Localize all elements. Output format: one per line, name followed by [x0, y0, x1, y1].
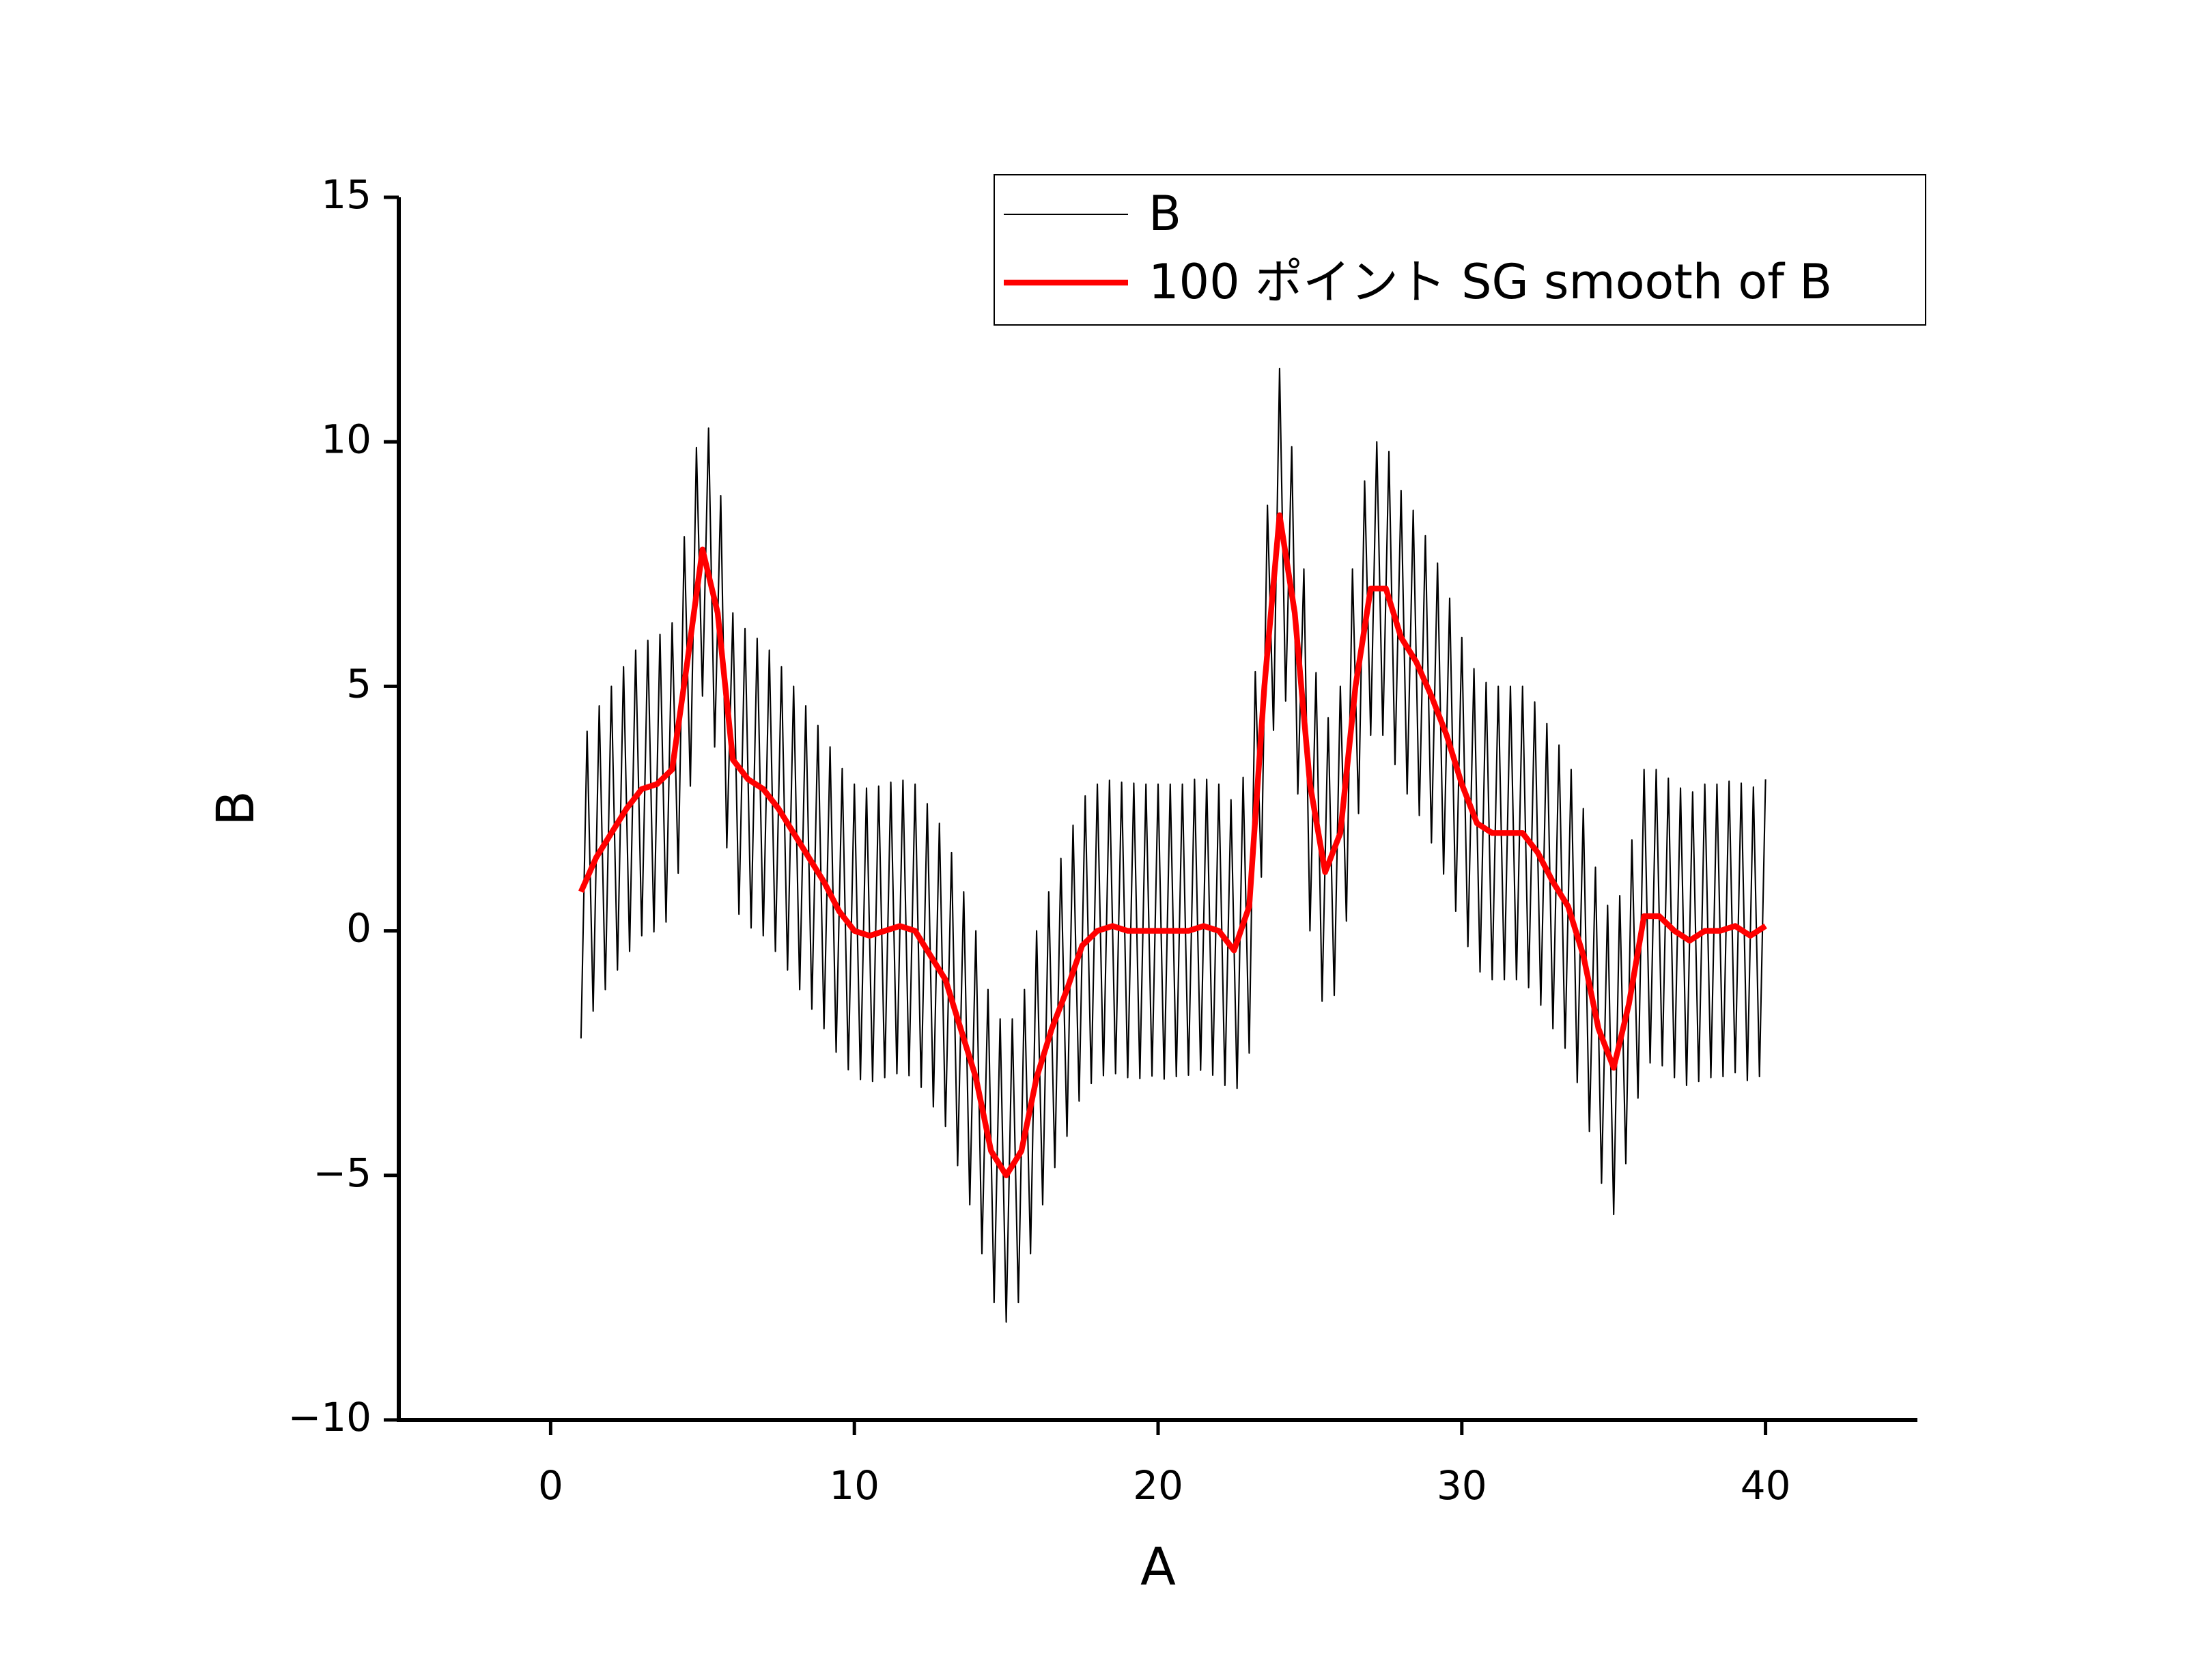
x-tick-label: 40 [1741, 1462, 1791, 1509]
y-tick-label: 0 [346, 905, 371, 952]
legend-label: 100 ポイント SG smooth of B [1149, 254, 1832, 310]
y-tick-label: 10 [321, 416, 371, 462]
x-tick-label: 0 [538, 1462, 563, 1509]
y-tick-label: 15 [321, 171, 371, 218]
x-tick-label: 10 [829, 1462, 879, 1509]
y-axis-title: B [205, 791, 266, 826]
legend-box [994, 174, 1926, 326]
y-tick-label: 5 [346, 661, 371, 707]
data-line [578, 512, 1767, 1178]
x-axis-title: A [1140, 1536, 1176, 1597]
legend-label: B [1149, 186, 1181, 242]
x-tick-label: 20 [1133, 1462, 1183, 1509]
x-tick-label: 30 [1437, 1462, 1487, 1509]
y-tick-label: −5 [313, 1150, 372, 1196]
y-tick-label: −10 [288, 1394, 371, 1440]
